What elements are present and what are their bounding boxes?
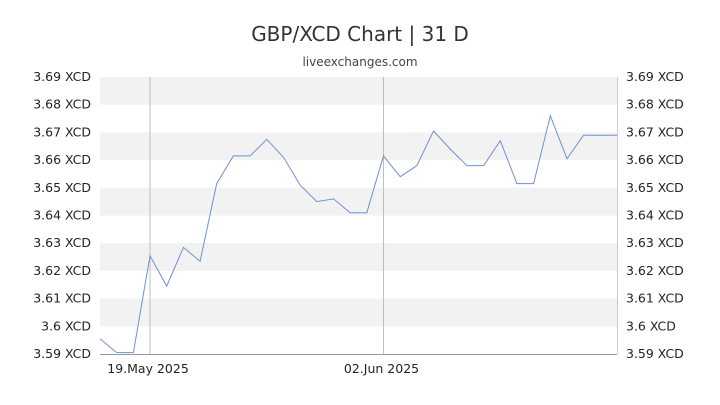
y-tick-label-right: 3.66 XCD [626, 152, 684, 167]
y-tick-label-left: 3.6 XCD [41, 318, 91, 333]
grid-bands [100, 77, 617, 327]
y-tick-label-left: 3.59 XCD [33, 346, 91, 361]
y-tick-label-left: 3.69 XCD [33, 69, 91, 84]
y-tick-label-right: 3.68 XCD [626, 97, 684, 112]
grid-band [100, 187, 617, 216]
grid-band [100, 243, 617, 271]
y-tick-label-left: 3.68 XCD [33, 97, 91, 112]
y-tick-label-right: 3.6 XCD [626, 318, 676, 333]
chart-subtitle: liveexchanges.com [302, 55, 418, 69]
y-tick-label-right: 3.62 XCD [626, 263, 684, 278]
chart-axes [100, 77, 618, 355]
y-tick-label-right: 3.61 XCD [626, 291, 684, 306]
y-tick-label-left: 3.63 XCD [33, 235, 91, 250]
grid-band [100, 298, 617, 327]
chart-title: GBP/XCD Chart | 31 D [251, 22, 469, 46]
y-tick-label-left: 3.66 XCD [33, 152, 91, 167]
y-tick-label-right: 3.63 XCD [626, 235, 684, 250]
x-tick-label: 02.Jun 2025 [344, 361, 419, 376]
grid-band [100, 77, 617, 105]
y-axis-right-labels: 3.69 XCD 3.68 XCD 3.67 XCD 3.66 XCD 3.65 XCD… [626, 69, 684, 361]
y-tick-label-left: 3.64 XCD [33, 208, 91, 223]
y-tick-label-right: 3.69 XCD [626, 69, 684, 84]
y-tick-label-right: 3.64 XCD [626, 208, 684, 223]
y-tick-label-left: 3.67 XCD [33, 124, 91, 139]
series-line [99, 114, 617, 354]
y-axis-left-labels: 3.69 XCD 3.68 XCD 3.67 XCD 3.66 XCD 3.65 XCD… [33, 69, 91, 361]
y-tick-label-right: 3.65 XCD [626, 180, 684, 195]
y-tick-label-left: 3.61 XCD [33, 291, 91, 306]
y-tick-label-left: 3.62 XCD [33, 263, 91, 278]
series-group [99, 114, 617, 354]
y-tick-label-right: 3.59 XCD [626, 346, 684, 361]
date-gridlines [149, 77, 385, 354]
x-axis-labels: 19.May 2025 02.Jun 2025 [107, 361, 419, 376]
grid-band [100, 132, 617, 161]
x-tick-label: 19.May 2025 [107, 361, 189, 376]
y-tick-label-left: 3.65 XCD [33, 180, 91, 195]
y-tick-label-right: 3.67 XCD [626, 124, 684, 139]
